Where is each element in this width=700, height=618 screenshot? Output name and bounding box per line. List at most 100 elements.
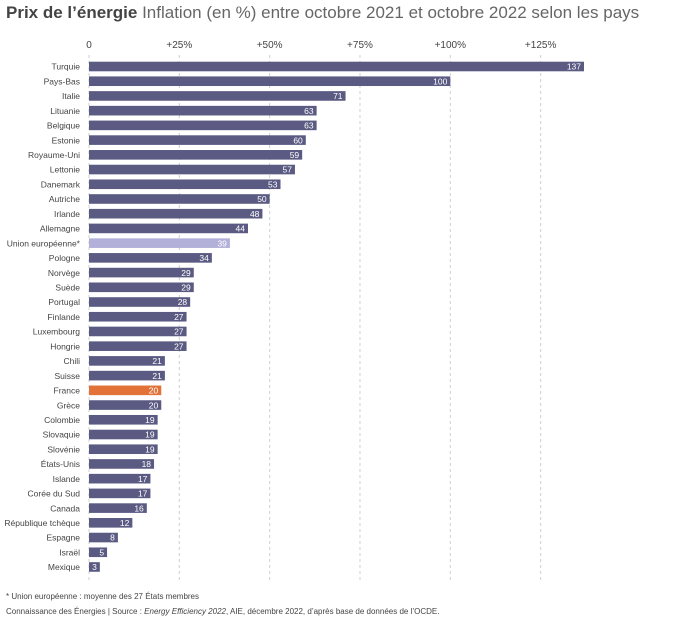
category-label: Slovénie <box>47 444 80 454</box>
data-label: 34 <box>199 253 209 263</box>
data-label: 18 <box>142 459 152 469</box>
data-label: 27 <box>174 341 184 351</box>
source-text-b: , AIE, décembre 2022, d’après base de do… <box>225 607 440 616</box>
category-label: France <box>54 386 81 396</box>
bar <box>89 267 194 278</box>
category-label: Portugal <box>48 297 80 307</box>
chart-title-bold: Prix de l’énergie <box>6 3 138 22</box>
data-label: 71 <box>333 91 343 101</box>
category-label: Corée du Sud <box>28 489 81 499</box>
category-label: Finlande <box>47 312 80 322</box>
category-label: Hongrie <box>50 341 80 351</box>
data-label: 16 <box>134 503 144 513</box>
footnote: * Union européenne : moyenne des 27 État… <box>6 592 200 601</box>
bars: 1371007163636059575350484439342929282727… <box>89 62 584 572</box>
bar <box>89 150 303 160</box>
category-label: Luxembourg <box>33 327 81 337</box>
data-label: 19 <box>145 430 155 440</box>
source-text-a: Connaissance des Énergies | Source : <box>6 607 145 616</box>
category-labels: Turquie Pays-Bas Italie Lituanie Belgique Est… <box>4 62 80 572</box>
data-label: 50 <box>257 194 267 204</box>
data-label: 29 <box>181 283 191 293</box>
data-label: 57 <box>282 165 292 175</box>
bar <box>89 473 151 484</box>
data-label: 59 <box>290 150 300 160</box>
category-label: Suisse <box>54 371 80 381</box>
bar <box>89 76 451 87</box>
source-publication: Energy Efficiency 2022 <box>144 607 226 616</box>
bar <box>89 459 155 469</box>
bar <box>89 194 270 204</box>
category-label: Pays-Bas <box>44 76 80 86</box>
category-label: Belgique <box>47 121 80 131</box>
bar <box>89 135 306 145</box>
category-label: République tchèque <box>4 518 80 528</box>
category-label: Chili <box>63 356 80 366</box>
category-label: Estonie <box>52 135 81 145</box>
category-label: Slovaquie <box>43 430 81 440</box>
x-tick-label: +75% <box>347 40 373 51</box>
data-label: 29 <box>181 268 191 278</box>
category-label: Israël <box>59 547 80 557</box>
data-label: 21 <box>152 356 162 366</box>
bar <box>89 326 187 337</box>
data-label: 20 <box>149 386 159 396</box>
category-label: Suède <box>55 283 80 293</box>
data-label: 5 <box>99 547 104 557</box>
category-label: Union européenne* <box>7 238 81 248</box>
bar <box>89 91 346 101</box>
chart-subtitle: Inflation (en %) entre octobre 2021 et o… <box>137 3 640 22</box>
category-label: États-Unis <box>41 459 80 469</box>
bar <box>89 385 162 396</box>
bar <box>89 429 158 440</box>
category-label: Colombie <box>44 415 80 425</box>
data-label: 19 <box>145 415 155 425</box>
bar <box>89 120 317 131</box>
data-label: 17 <box>138 474 148 484</box>
bar <box>89 356 165 366</box>
data-label: 39 <box>217 238 227 248</box>
bar <box>89 105 317 116</box>
bar <box>89 223 248 234</box>
data-label: 44 <box>236 224 246 234</box>
bar <box>89 179 281 190</box>
bar <box>89 297 191 307</box>
data-label: 63 <box>304 121 314 131</box>
bar <box>89 547 108 558</box>
data-label: 27 <box>174 327 184 337</box>
data-label: 63 <box>304 106 314 116</box>
data-label: 12 <box>120 518 130 528</box>
data-label: 53 <box>268 179 278 189</box>
data-label: 20 <box>149 400 159 410</box>
bar <box>89 208 263 219</box>
bar <box>89 414 158 425</box>
category-label: Canada <box>50 503 80 513</box>
data-label: 48 <box>250 209 260 219</box>
category-label: Norvège <box>48 268 80 278</box>
data-label: 100 <box>433 76 447 86</box>
category-label: Grèce <box>57 400 80 410</box>
bar <box>89 311 187 322</box>
category-label: Espagne <box>46 533 80 543</box>
category-label: Lettonie <box>50 165 81 175</box>
category-label: Turquie <box>51 62 80 72</box>
source-line: Connaissance des Énergies | Source : Ene… <box>6 607 439 616</box>
category-label: Autriche <box>49 194 80 204</box>
category-label: Islande <box>53 474 81 484</box>
data-label: 17 <box>138 489 148 499</box>
x-tick-label: 0 <box>86 40 92 51</box>
category-label: Pologne <box>49 253 80 263</box>
bar <box>89 164 295 175</box>
data-label: 27 <box>174 312 184 322</box>
category-label: Irlande <box>54 209 80 219</box>
bar <box>89 518 133 528</box>
bar <box>89 238 230 248</box>
bar <box>89 532 118 543</box>
bar <box>89 253 212 263</box>
category-label: Royaume-Uni <box>28 150 80 160</box>
x-tick-label: +50% <box>257 40 283 51</box>
category-label: Lituanie <box>50 106 80 116</box>
data-label: 28 <box>178 297 188 307</box>
data-label: 3 <box>92 562 97 572</box>
